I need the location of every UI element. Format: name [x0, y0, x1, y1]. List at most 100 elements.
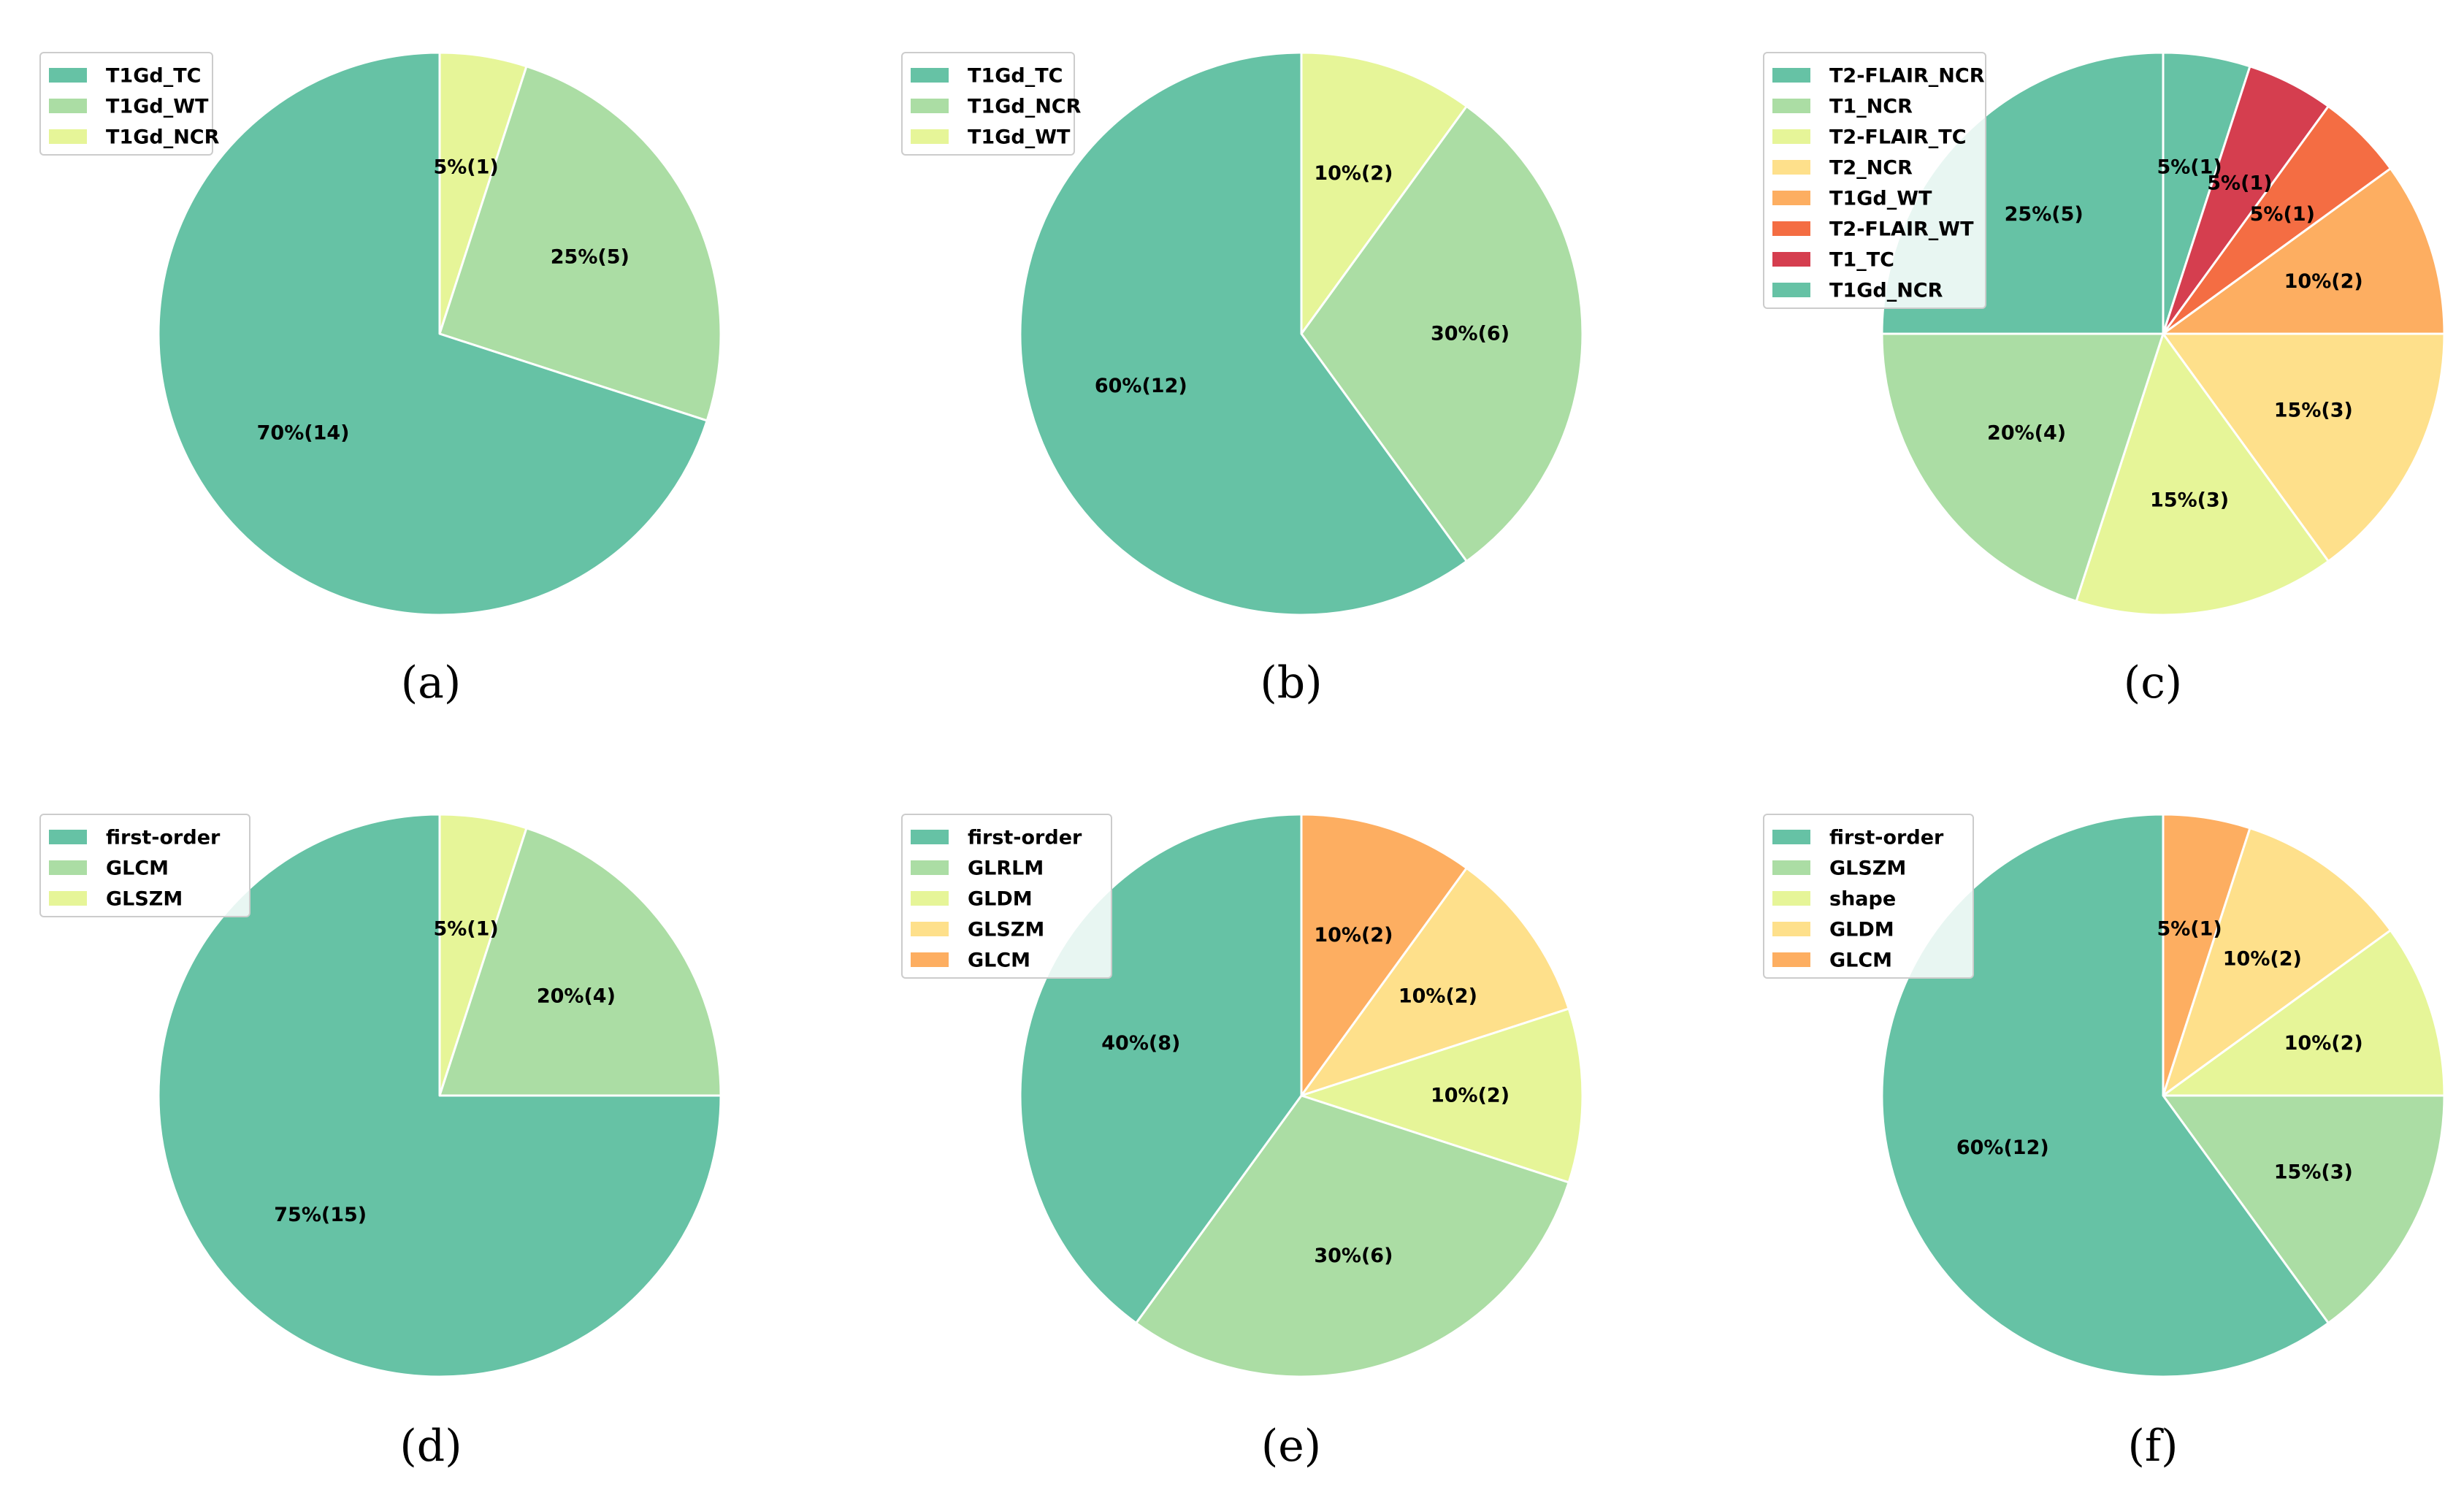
- slice-label-e-1: 10%(2): [1399, 985, 1477, 1008]
- pie-slice-d-1: [438, 827, 722, 1097]
- legend-swatch-c-7: [1772, 283, 1810, 297]
- legend-swatch-e-2: [911, 891, 949, 906]
- pie-slice-b-1: [1300, 105, 1584, 562]
- legend-label-c-7: T1Gd_NCR: [1829, 280, 1943, 302]
- legend-a: T1Gd_TC T1Gd_WT T1Gd_NCR: [39, 52, 220, 156]
- legend-box-d: [39, 814, 250, 917]
- legend-label-c-2: T2-FLAIR_TC: [1829, 126, 1967, 149]
- pie-slice-e-1: [1300, 867, 1570, 1097]
- pie-slice-f-2: [2162, 929, 2446, 1097]
- legend-swatch-d-0: [49, 830, 87, 844]
- legend-label-c-6: T1_TC: [1829, 249, 1894, 272]
- pie-slice-f-4: [1880, 813, 2330, 1378]
- caption-d: (d): [399, 1421, 462, 1472]
- pie-slice-c-4: [2162, 332, 2446, 562]
- legend-swatch-d-1: [49, 860, 87, 875]
- legend-box-f: [1763, 814, 1974, 979]
- legend-swatch-f-2: [1772, 891, 1810, 906]
- slice-label-c-0: 5%(1): [2157, 156, 2222, 178]
- pie-slice-c-5: [2075, 332, 2330, 616]
- legend-label-b-0: T1Gd_TC: [968, 65, 1063, 88]
- slice-label-e-2: 10%(2): [1431, 1085, 1510, 1107]
- pie-panel-d: 5%(1) 20%(4) 75%(15) first-order GLCM GLSZM (d…: [39, 813, 722, 1472]
- legend-swatch-a-1: [49, 99, 87, 113]
- slice-label-e-0: 10%(2): [1314, 924, 1393, 947]
- pie-slice-a-1: [438, 65, 722, 422]
- legend-swatch-c-2: [1772, 129, 1810, 144]
- slice-label-a-1: 25%(5): [551, 246, 630, 269]
- slice-label-c-6: 20%(4): [1987, 421, 2066, 444]
- slice-label-c-2: 5%(1): [2250, 203, 2315, 226]
- legend-label-a-2: T1Gd_NCR: [106, 126, 220, 149]
- legend-label-c-3: T2_NCR: [1829, 157, 1913, 180]
- legend-swatch-b-1: [911, 99, 949, 113]
- legend-swatch-c-5: [1772, 221, 1810, 236]
- legend-label-f-0: first-order: [1829, 827, 1944, 849]
- legend-swatch-f-0: [1772, 830, 1810, 844]
- legend-swatch-a-0: [49, 68, 87, 83]
- legend-swatch-a-2: [49, 129, 87, 144]
- legend-swatch-c-4: [1772, 191, 1810, 205]
- legend-c: T2-FLAIR_NCR T1_NCR T2-FLAIR_TC T2_NCR T1Gd_…: [1763, 52, 1986, 309]
- legend-swatch-b-2: [911, 129, 949, 144]
- caption-f: (f): [2127, 1421, 2178, 1472]
- pie-slice-f-1: [2162, 827, 2392, 1097]
- slice-label-a-2: 70%(14): [257, 421, 350, 444]
- legend-swatch-f-4: [1772, 952, 1810, 967]
- slice-label-c-4: 15%(3): [2274, 399, 2353, 421]
- pie-slice-b-2: [1019, 51, 1468, 616]
- legend-swatch-e-1: [911, 860, 949, 875]
- slice-label-b-0: 10%(2): [1314, 162, 1393, 185]
- legend-label-d-0: first-order: [106, 827, 221, 849]
- legend-label-e-1: GLRLM: [968, 857, 1044, 880]
- caption-c: (c): [2124, 657, 2182, 708]
- legend-swatch-d-2: [49, 891, 87, 906]
- slice-label-e-4: 40%(8): [1101, 1032, 1180, 1055]
- legend-label-c-5: T2-FLAIR_WT: [1829, 218, 1974, 241]
- legend-label-b-1: T1Gd_NCR: [968, 96, 1082, 118]
- pie-slice-e-2: [1300, 1007, 1584, 1184]
- slice-label-d-1: 20%(4): [537, 985, 616, 1008]
- slice-label-b-2: 60%(12): [1095, 375, 1187, 397]
- pie-slice-e-3: [1135, 1094, 1570, 1378]
- slice-label-c-5: 15%(3): [2150, 489, 2229, 512]
- legend-swatch-f-3: [1772, 922, 1810, 936]
- slice-label-b-1: 30%(6): [1431, 323, 1510, 345]
- legend-label-e-3: GLSZM: [968, 919, 1044, 941]
- legend-swatch-c-0: [1772, 68, 1810, 83]
- legend-swatch-e-0: [911, 830, 949, 844]
- slice-label-e-3: 30%(6): [1314, 1245, 1393, 1267]
- slice-label-f-4: 60%(12): [1956, 1136, 2049, 1159]
- legend-label-e-2: GLDM: [968, 888, 1033, 911]
- legend-e: first-order GLRLM GLDM GLSZM GLCM: [901, 814, 1112, 979]
- legend-label-c-0: T2-FLAIR_NCR: [1829, 65, 1985, 88]
- legend-label-e-4: GLCM: [968, 949, 1030, 972]
- legend-b: T1Gd_TC T1Gd_NCR T1Gd_WT: [901, 52, 1082, 156]
- legend-label-b-2: T1Gd_WT: [968, 126, 1071, 149]
- pie-panel-b: 10%(2) 30%(6) 60%(12) T1Gd_TC T1Gd_NCR T1Gd_W…: [901, 51, 1584, 708]
- legend-f: first-order GLSZM shape GLDM GLCM: [1763, 814, 1974, 979]
- pie-panel-c: 5%(1)5%(1)5%(1)10%(2)15%(3)15%(3)20%(4)2…: [1763, 51, 2446, 708]
- legend-d: first-order GLCM GLSZM: [39, 814, 250, 917]
- legend-swatch-e-4: [911, 952, 949, 967]
- legend-swatch-f-1: [1772, 860, 1810, 875]
- slice-label-c-7: 25%(5): [2005, 203, 2084, 226]
- slice-label-d-0: 5%(1): [433, 917, 498, 940]
- legend-box-e: [901, 814, 1112, 979]
- pie-panel-e: 10%(2) 10%(2) 10%(2) 30%(6) 40%(8) first-orde…: [901, 813, 1584, 1472]
- legend-label-f-4: GLCM: [1829, 949, 1892, 972]
- slice-label-f-2: 10%(2): [2284, 1032, 2363, 1055]
- pie-slice-c-3: [2162, 167, 2446, 335]
- slice-label-d-2: 75%(15): [274, 1204, 367, 1226]
- pie-slice-a-2: [157, 51, 708, 616]
- pie-panel-f: 5%(1)10%(2)10%(2)15%(3)60%(12)first-orde…: [1763, 813, 2446, 1472]
- legend-label-d-1: GLCM: [106, 857, 169, 880]
- pie-panel-a: 5%(1) 25%(5) 70%(14) T1Gd_TC T1Gd_WT T1Gd_NCR…: [39, 51, 722, 708]
- legend-label-f-3: GLDM: [1829, 919, 1894, 941]
- caption-a: (a): [401, 657, 462, 708]
- legend-swatch-e-3: [911, 922, 949, 936]
- pie-slice-d-2: [157, 813, 722, 1378]
- slice-label-a-0: 5%(1): [433, 156, 498, 178]
- legend-swatch-b-0: [911, 68, 949, 83]
